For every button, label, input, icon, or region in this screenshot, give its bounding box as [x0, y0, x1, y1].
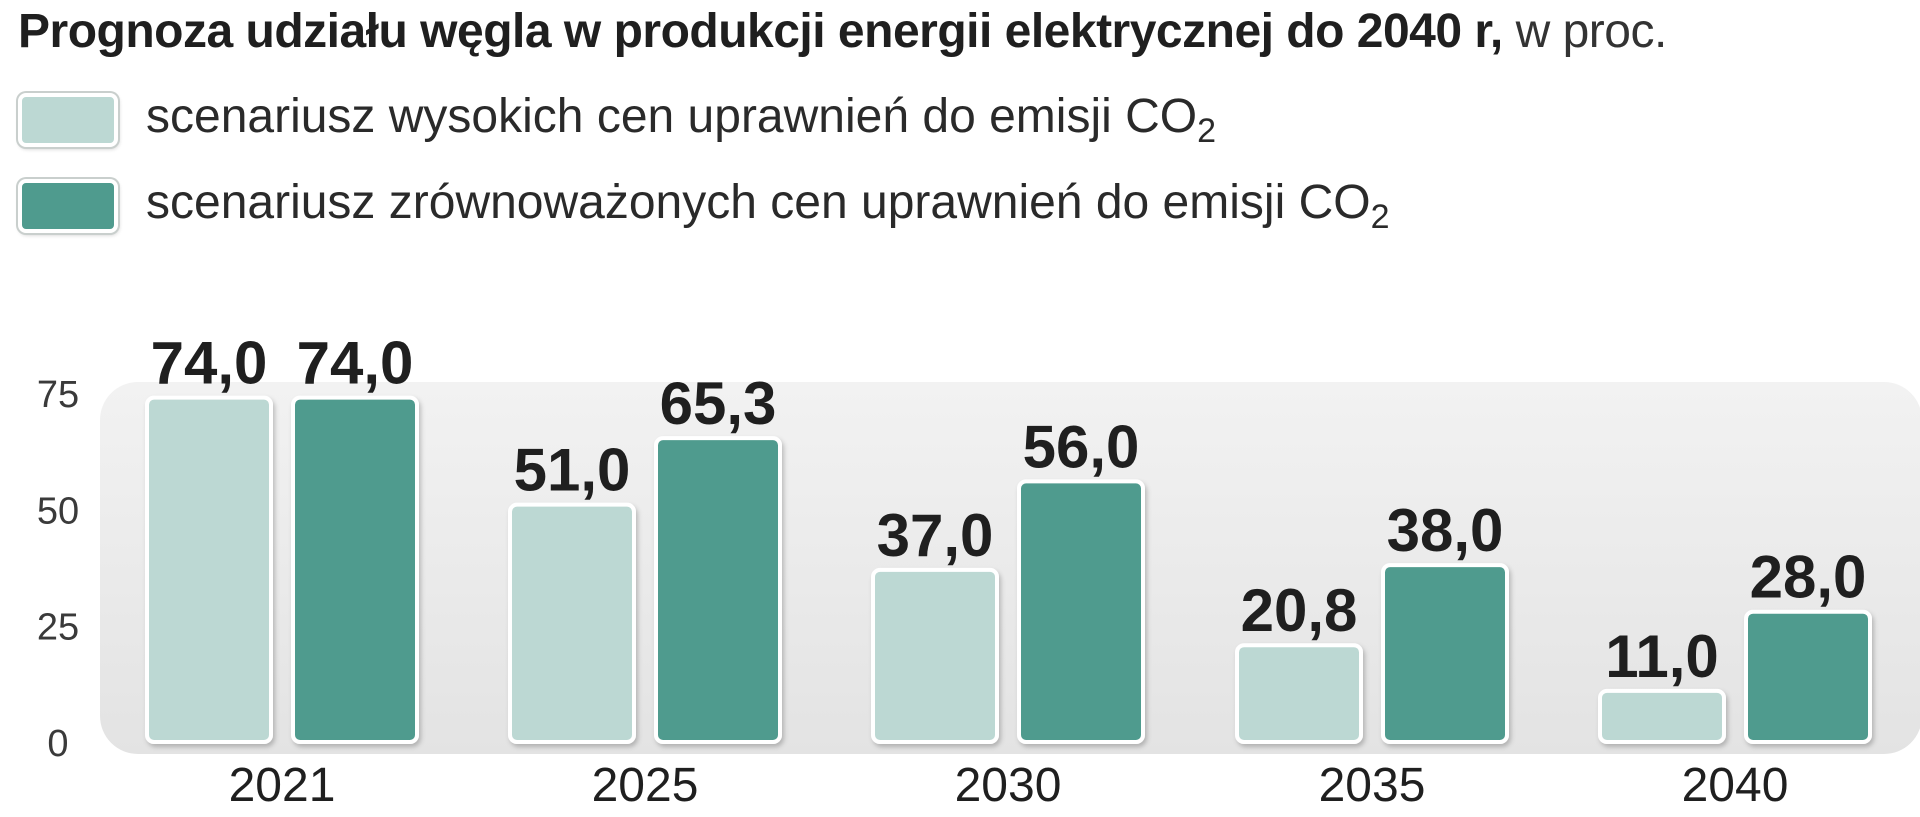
- chart-legend: scenariusz wysokich cen uprawnień do emi…: [18, 88, 1389, 260]
- bar-2021-series-1: [145, 395, 273, 744]
- x-tick-label-2040: 2040: [1682, 759, 1789, 812]
- legend-label-series-1: scenariusz wysokich cen uprawnień do emi…: [146, 90, 1217, 150]
- value-label-2021-series-2: 74,0: [297, 330, 414, 397]
- bar-2040-series-2: [1744, 609, 1872, 744]
- value-label-2030-series-2: 56,0: [1023, 413, 1140, 480]
- value-label-2040-series-2: 28,0: [1750, 544, 1867, 611]
- legend-item-series-1: scenariusz wysokich cen uprawnień do emi…: [18, 88, 1389, 152]
- x-tick-label-2030: 2030: [955, 759, 1062, 812]
- legend-swatch-series-2: [18, 179, 118, 233]
- legend-swatch-series-1: [18, 93, 118, 147]
- value-label-2025-series-2: 65,3: [660, 370, 777, 437]
- bars-group: [145, 395, 1872, 745]
- y-tick-label: 25: [37, 607, 79, 649]
- bar-2040-series-1: [1598, 688, 1726, 745]
- y-axis: 0 25 50 75: [37, 374, 79, 765]
- bar-2025-series-2: [654, 436, 782, 744]
- chart-title-unit: w proc.: [1515, 5, 1668, 58]
- bar-2030-series-2: [1017, 479, 1145, 744]
- chart-title: Prognoza udziału węgla w produkcji energ…: [18, 4, 1667, 59]
- bar-2035-series-1: [1235, 643, 1363, 745]
- y-tick-label: 0: [47, 723, 68, 765]
- bar-2021-series-2: [291, 395, 419, 744]
- bar-2030-series-1: [871, 567, 999, 744]
- value-label-2035-series-2: 38,0: [1387, 497, 1504, 564]
- value-label-2040-series-1: 11,0: [1605, 623, 1718, 690]
- x-axis: 2021 2025 2030 2035 2040: [229, 759, 1789, 812]
- y-tick-label: 75: [37, 374, 79, 416]
- x-tick-label-2035: 2035: [1319, 759, 1426, 812]
- value-label-2035-series-1: 20,8: [1241, 577, 1358, 644]
- y-tick-label: 50: [37, 490, 79, 532]
- value-labels: 74,0 74,0 51,0 65,3 37,0 56,0 20,8 38,0 11,0 28,0: [151, 330, 1867, 690]
- value-label-2025-series-1: 51,0: [514, 437, 631, 504]
- legend-label-series-2: scenariusz zrównoważonych cen uprawnień …: [146, 176, 1390, 236]
- value-label-2030-series-1: 37,0: [877, 502, 994, 569]
- x-tick-label-2021: 2021: [229, 759, 336, 812]
- chart-title-main: Prognoza udziału węgla w produkcji energ…: [18, 5, 1503, 58]
- bar-2035-series-2: [1381, 563, 1509, 744]
- x-tick-label-2025: 2025: [592, 759, 699, 812]
- value-label-2021-series-1: 74,0: [151, 330, 268, 397]
- bar-2025-series-1: [508, 502, 636, 744]
- legend-item-series-2: scenariusz zrównoważonych cen uprawnień …: [18, 174, 1389, 238]
